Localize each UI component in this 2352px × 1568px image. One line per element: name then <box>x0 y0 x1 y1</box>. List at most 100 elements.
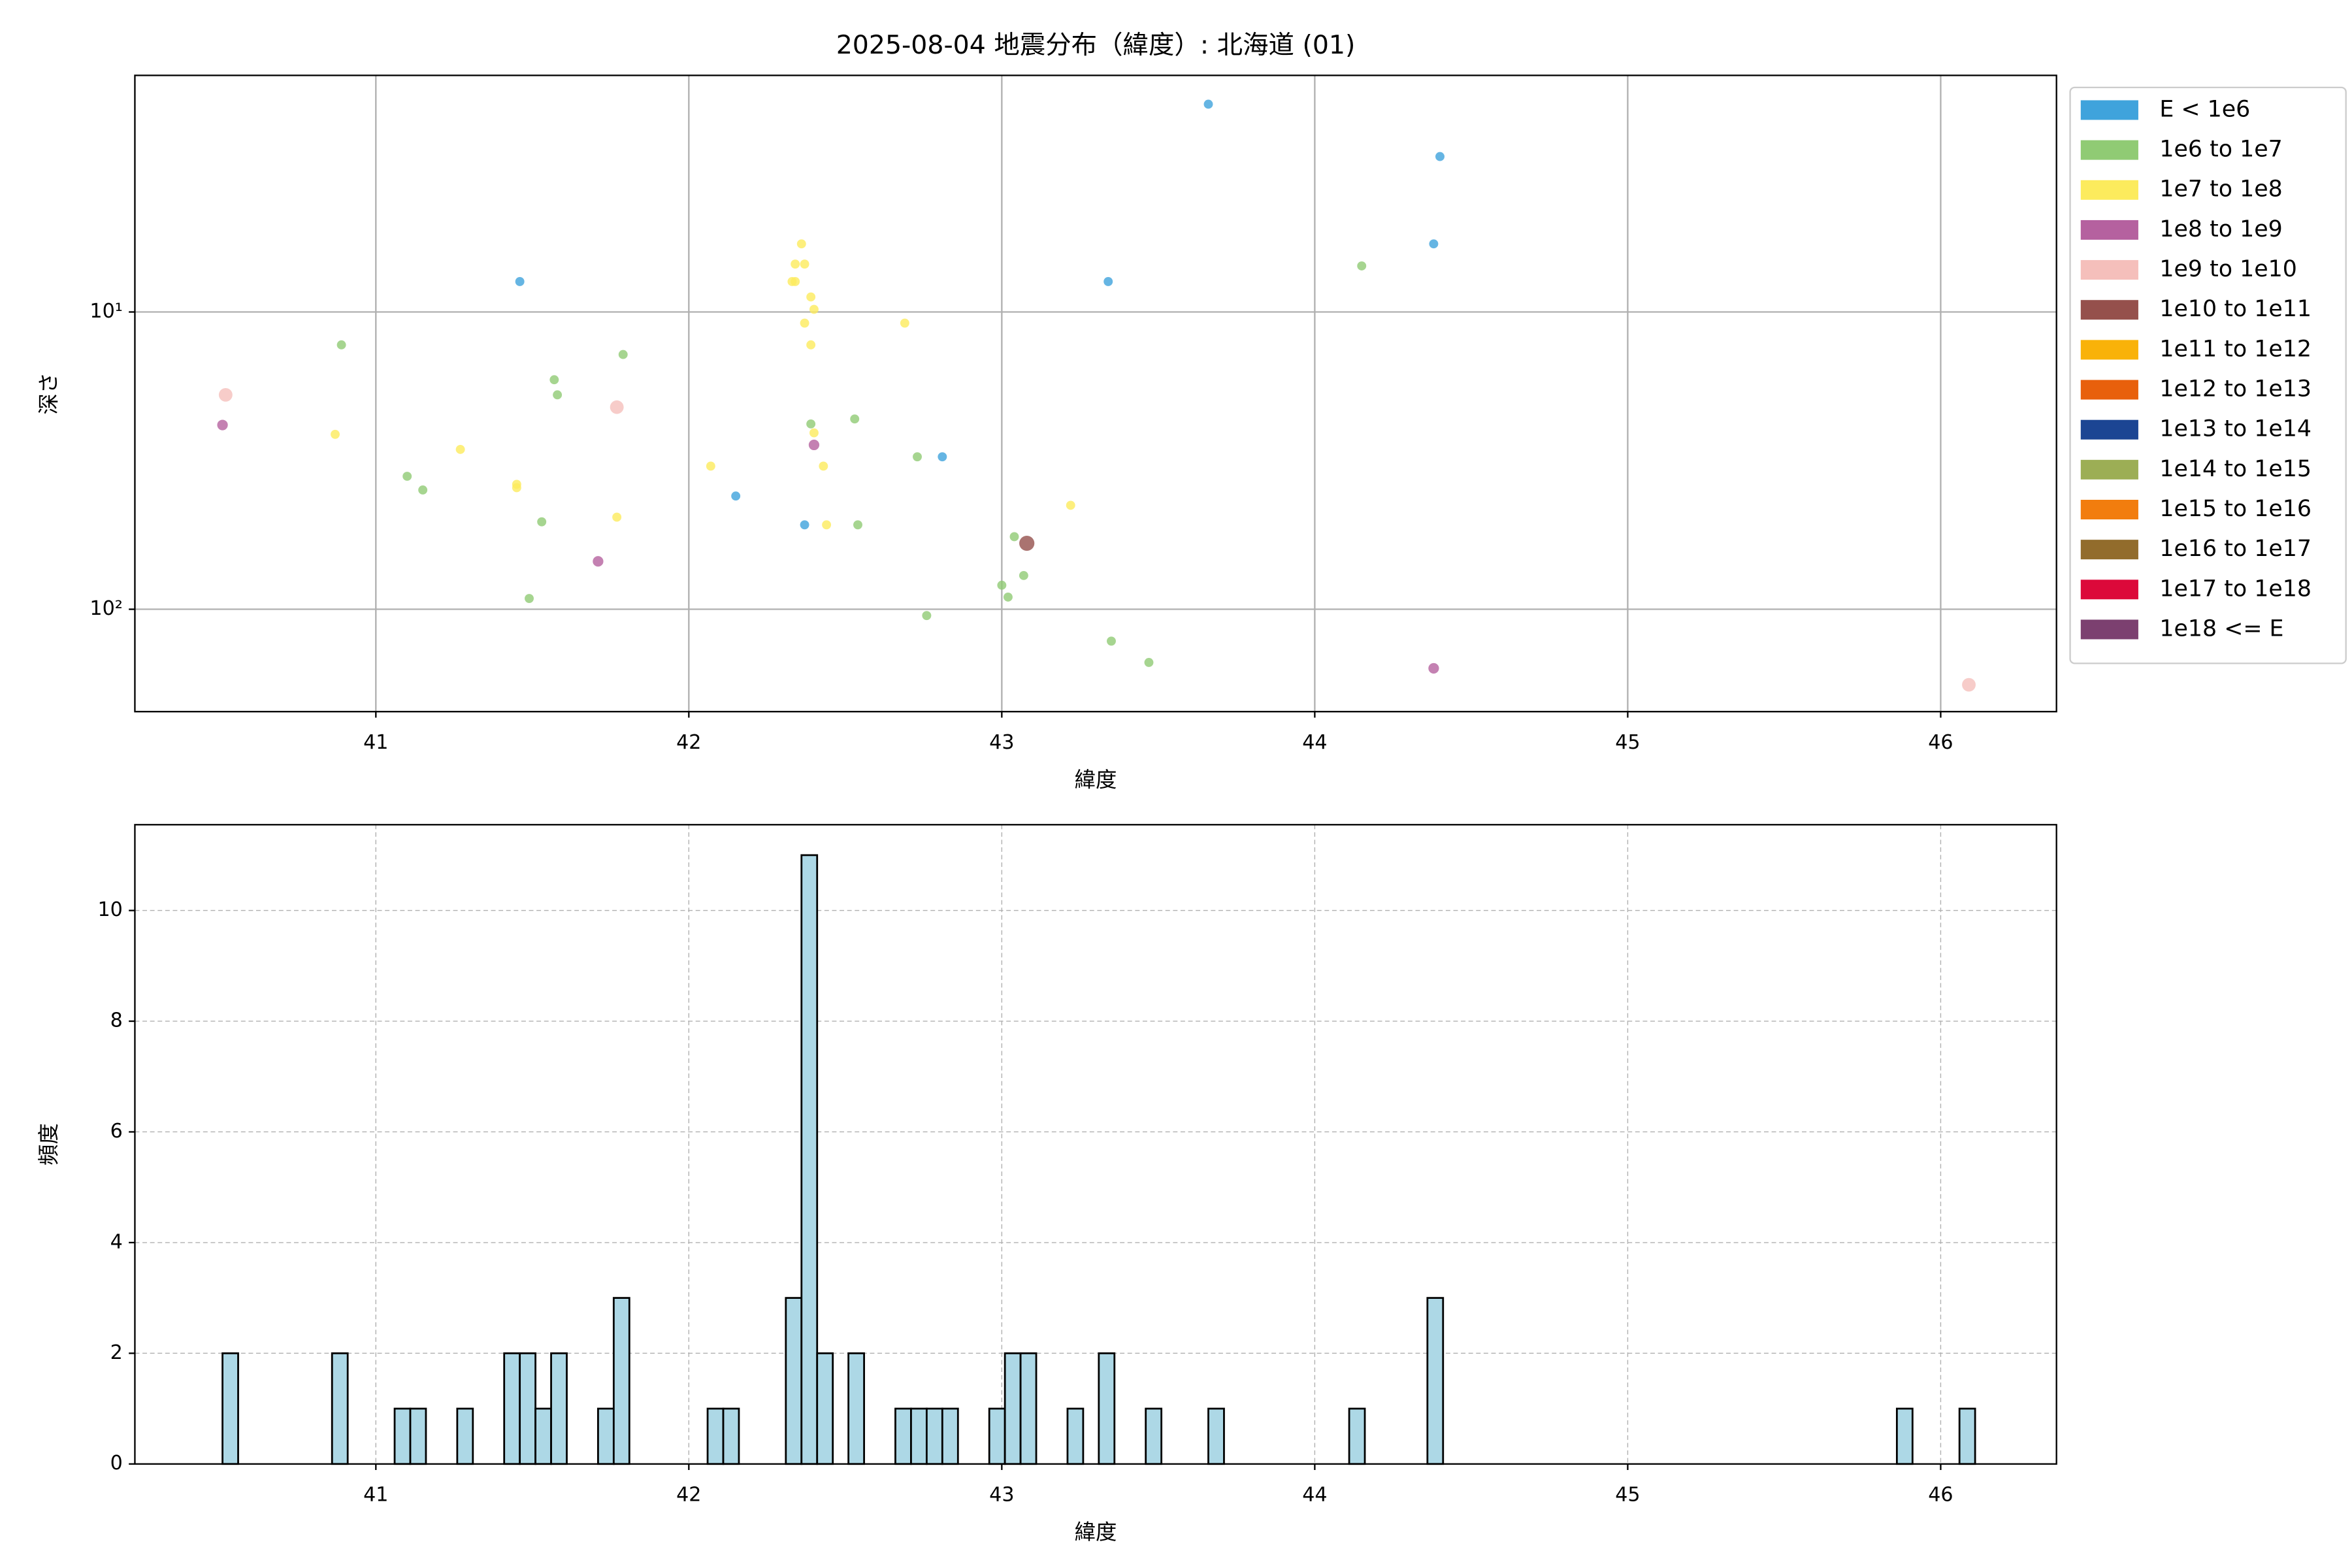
bar <box>331 1352 349 1465</box>
point <box>612 512 622 522</box>
point <box>1019 536 1035 551</box>
legend-swatch <box>2080 459 2138 480</box>
y-axis-label: 頻度 <box>36 1123 61 1166</box>
point <box>1003 592 1013 602</box>
point <box>791 277 800 286</box>
legend-swatch <box>2080 220 2138 240</box>
x-tick-label: 42 <box>676 731 701 754</box>
point <box>806 292 816 302</box>
bar <box>1207 1407 1225 1465</box>
legend-swatch <box>2080 300 2138 320</box>
x-tick-label: 44 <box>1302 731 1327 754</box>
bar <box>456 1407 474 1465</box>
point <box>731 491 741 501</box>
point <box>791 259 800 269</box>
bar <box>910 1407 928 1465</box>
legend-swatch <box>2080 180 2138 200</box>
bar <box>722 1407 740 1465</box>
x-tick-label: 41 <box>363 1484 388 1507</box>
point <box>402 472 412 481</box>
y-axis-label: 深さ <box>36 372 61 415</box>
bar <box>925 1407 943 1465</box>
point <box>808 439 820 451</box>
legend-label: 1e15 to 1e16 <box>2159 496 2311 522</box>
point <box>796 239 806 249</box>
x-tick-label: 41 <box>363 731 388 754</box>
bar <box>393 1407 412 1465</box>
legend-label: 1e12 to 1e13 <box>2159 376 2311 402</box>
y-tick-label: 10 <box>98 898 123 921</box>
bar <box>1019 1352 1037 1465</box>
legend-swatch <box>2080 619 2138 640</box>
bar <box>1098 1352 1116 1465</box>
legend-label: 1e13 to 1e14 <box>2159 416 2311 442</box>
point <box>800 259 809 269</box>
point <box>553 390 563 400</box>
y-tick-label: 0 <box>110 1452 123 1475</box>
bar <box>503 1352 521 1465</box>
point <box>610 400 624 414</box>
bar <box>785 1297 803 1465</box>
bar <box>941 1407 959 1465</box>
legend-swatch <box>2080 340 2138 360</box>
point <box>1107 636 1116 646</box>
point <box>806 419 816 429</box>
legend-swatch <box>2080 419 2138 440</box>
chart-title: 2025-08-04 地震分布（緯度）: 北海道 (01) <box>836 30 1356 60</box>
legend-swatch <box>2080 500 2138 519</box>
bar <box>988 1407 1006 1465</box>
legend-label: 1e17 to 1e18 <box>2159 576 2311 602</box>
bar <box>1348 1407 1366 1465</box>
point <box>938 452 947 462</box>
legend-label: 1e11 to 1e12 <box>2159 336 2311 362</box>
legend-label: 1e7 to 1e8 <box>2159 176 2282 203</box>
point <box>853 520 862 530</box>
point <box>1066 500 1075 510</box>
point <box>1429 239 1439 249</box>
x-tick-label: 46 <box>1928 1484 1953 1507</box>
point <box>537 517 547 527</box>
bar <box>550 1352 568 1465</box>
point <box>809 428 819 438</box>
point <box>1144 658 1154 667</box>
legend-swatch <box>2080 380 2138 400</box>
point <box>593 556 604 567</box>
x-tick-label: 45 <box>1615 1484 1640 1507</box>
legend-label: 1e10 to 1e11 <box>2159 296 2311 322</box>
x-tick-label: 44 <box>1302 1484 1327 1507</box>
x-axis-label: 緯度 <box>1075 1520 1117 1544</box>
point <box>525 594 534 603</box>
bar <box>1145 1407 1163 1465</box>
x-tick-label: 42 <box>676 1484 701 1507</box>
bar <box>1066 1407 1085 1465</box>
point <box>806 340 816 350</box>
bar <box>706 1407 725 1465</box>
bar <box>1958 1407 1976 1465</box>
point <box>822 520 832 530</box>
point <box>819 461 828 471</box>
point <box>1357 261 1367 270</box>
point <box>913 452 922 462</box>
legend-label: 1e18 <= E <box>2159 616 2283 642</box>
bar <box>221 1352 239 1465</box>
bar <box>597 1407 615 1465</box>
legend-swatch <box>2080 100 2138 120</box>
legend-label: 1e6 to 1e7 <box>2159 137 2282 163</box>
x-tick-label: 43 <box>989 731 1014 754</box>
bar <box>816 1352 834 1465</box>
bar <box>894 1407 912 1465</box>
point <box>418 485 428 495</box>
point <box>850 414 860 424</box>
legend-swatch <box>2080 140 2138 160</box>
y-tick-label: 10² <box>90 597 122 620</box>
legend-swatch <box>2080 260 2138 280</box>
point <box>706 461 715 471</box>
plot-frame <box>134 824 2057 1465</box>
plot-frame <box>134 74 2057 713</box>
y-tick-label: 10¹ <box>90 300 122 323</box>
y-tick-label: 2 <box>110 1341 123 1364</box>
legend-swatch <box>2080 540 2138 560</box>
point <box>512 483 521 493</box>
